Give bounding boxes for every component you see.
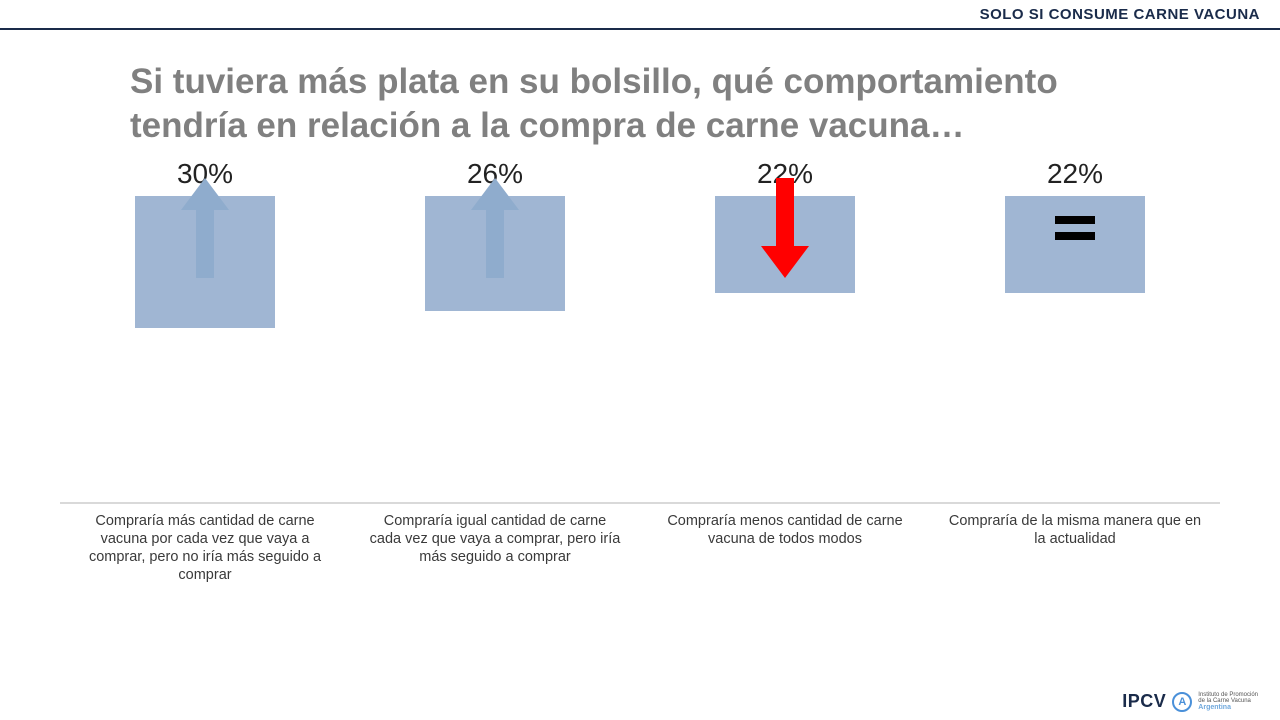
- indicator-slot: [60, 168, 350, 288]
- footer-logo: IPCV A Instituto de Promoción de la Carn…: [1122, 691, 1258, 712]
- chart-area: 30%26%22%22% Compraría más cantidad de c…: [0, 158, 1280, 598]
- bar-caption: Compraría más cantidad de carne vacuna p…: [60, 504, 350, 598]
- chart-captions: Compraría más cantidad de carne vacuna p…: [60, 503, 1220, 598]
- filter-label: SOLO SI CONSUME CARNE VACUNA: [980, 6, 1260, 23]
- indicator-slot: [640, 168, 930, 288]
- chart-columns: 30%26%22%22%: [60, 158, 1220, 503]
- arrow-up-icon: [185, 178, 225, 278]
- chart-column: 22%: [930, 158, 1220, 503]
- bar-caption: Compraría de la misma manera que en la a…: [930, 504, 1220, 598]
- indicator-slot: [350, 168, 640, 288]
- equal-icon: [1055, 216, 1095, 240]
- title-area: Si tuviera más plata en su bolsillo, qué…: [0, 30, 1280, 158]
- indicator-slot: [930, 168, 1220, 288]
- header-bar: SOLO SI CONSUME CARNE VACUNA: [0, 0, 1280, 30]
- chart-column: 22%: [640, 158, 930, 503]
- logo-subtitle: Instituto de Promoción de la Carne Vacun…: [1198, 692, 1258, 711]
- chart-column: 30%: [60, 158, 350, 503]
- arrow-down-icon: [765, 178, 805, 278]
- bar-caption: Compraría igual cantidad de carne cada v…: [350, 504, 640, 598]
- arrow-up-icon: [475, 178, 515, 278]
- bar-caption: Compraría menos cantidad de carne vacuna…: [640, 504, 930, 598]
- page-title: Si tuviera más plata en su bolsillo, qué…: [130, 60, 1150, 148]
- chart-column: 26%: [350, 158, 640, 503]
- logo-badge: A: [1172, 692, 1192, 712]
- logo-country: Argentina: [1198, 704, 1258, 711]
- logo-text: IPCV: [1122, 691, 1166, 712]
